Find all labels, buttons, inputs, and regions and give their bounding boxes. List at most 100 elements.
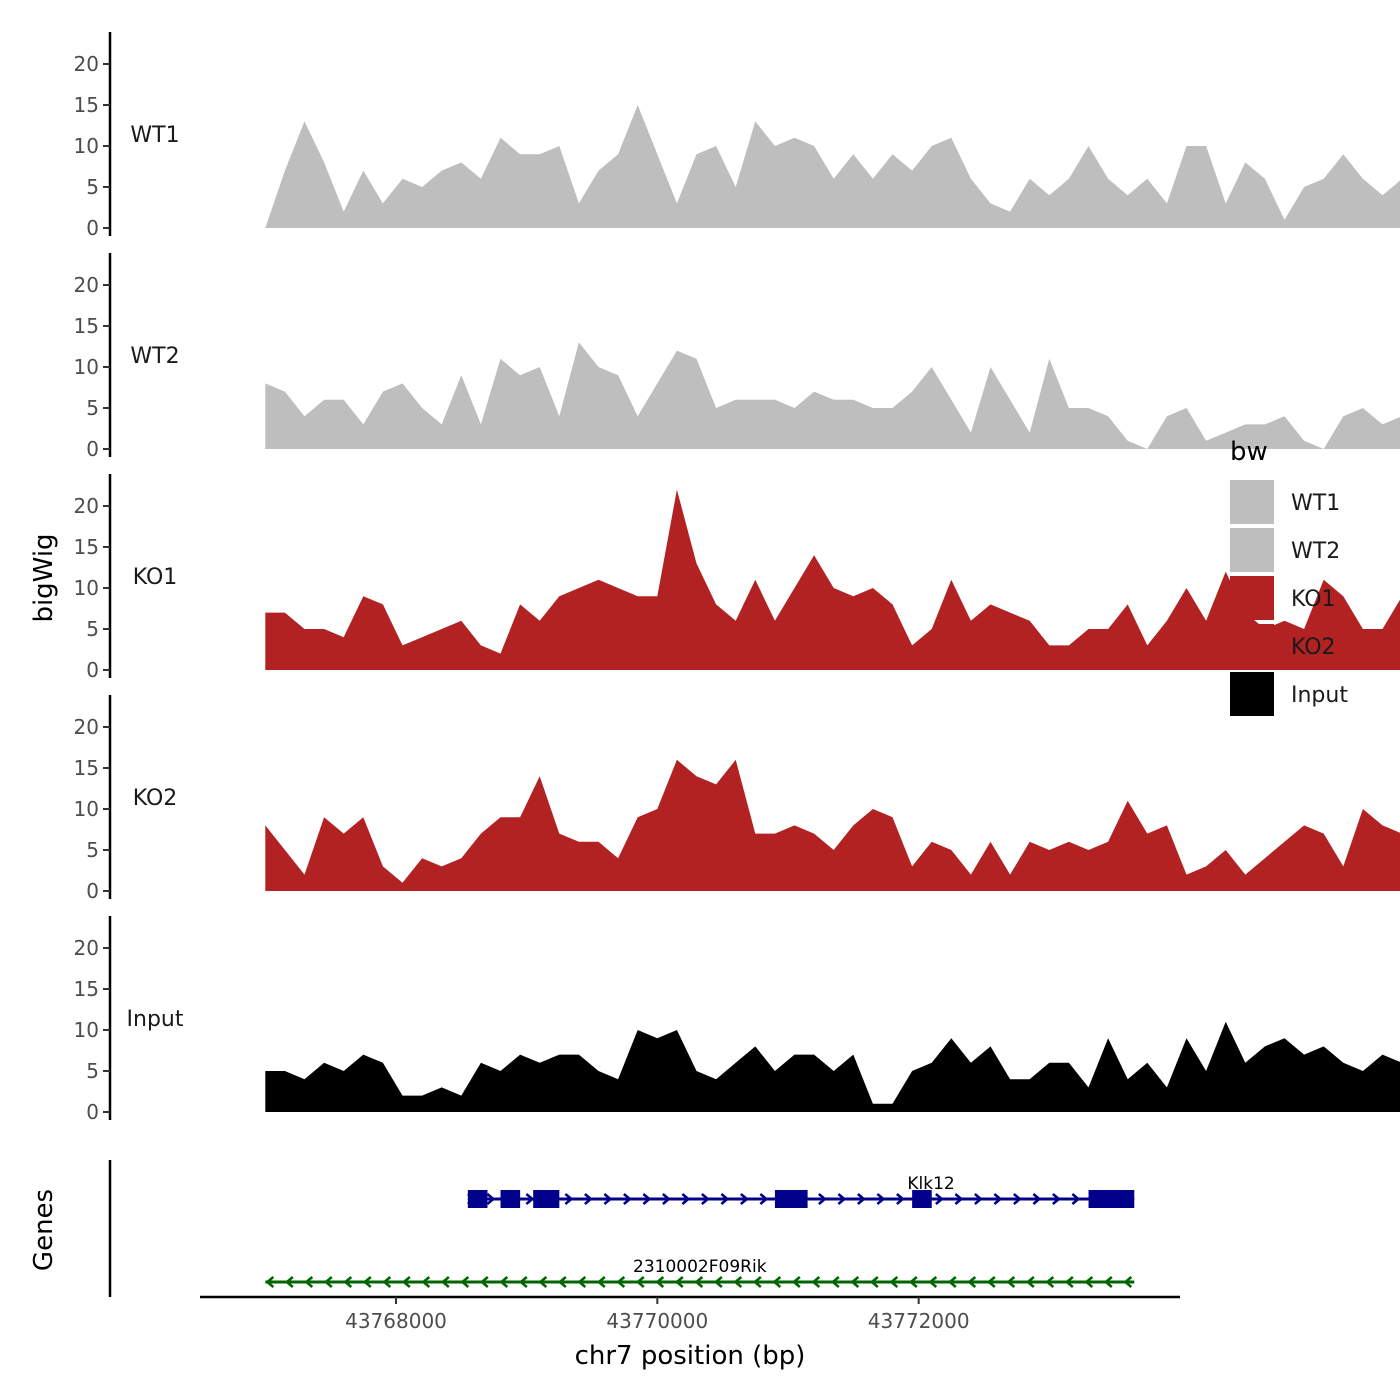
strand-arrow (752, 1276, 762, 1288)
strand-arrow (603, 1193, 613, 1205)
strand-arrow (525, 1193, 535, 1205)
strand-arrow (1123, 1276, 1133, 1288)
track-label: KO2 (133, 786, 178, 811)
gene-klk12: Klk12 (467, 1174, 1135, 1208)
strand-arrow (759, 1193, 769, 1205)
x-axis: 43768000 43770000 43772000 (200, 1295, 1180, 1333)
legend-swatch-input (1230, 672, 1274, 716)
y-tick-label: 15 (74, 756, 99, 780)
track-ko1: 0 5 10 15 20 KO1 (74, 474, 1400, 682)
strand-arrow (701, 1193, 710, 1205)
coverage-area-wt2 (265, 342, 1400, 449)
strand-arrow (440, 1276, 450, 1288)
track-label: KO1 (133, 565, 178, 590)
strand-arrow (967, 1276, 977, 1288)
track-wt1: 0 5 10 15 20 WT1 (74, 32, 1400, 240)
gene-2310002f09rik: 2310002F09Rik (265, 1257, 1135, 1288)
legend-label-ko1: KO1 (1291, 587, 1336, 612)
legend-label-wt1: WT1 (1291, 491, 1340, 516)
legend-label-ko2: KO2 (1291, 635, 1336, 660)
y-tick-label: 15 (74, 93, 99, 117)
strand-arrow (811, 1276, 821, 1288)
track-panels: 0 5 10 15 20 WT1 0 5 10 15 20 WT2 0 5 10 15 20 KO1 0 5 10 15 2… (74, 32, 1400, 1124)
strand-arrow (869, 1276, 879, 1288)
strand-arrow (681, 1193, 691, 1205)
y-tick-label: 10 (74, 134, 99, 158)
y-tick-label: 10 (74, 1018, 99, 1042)
strand-arrow (993, 1193, 1003, 1205)
y-tick-label: 20 (74, 273, 99, 297)
strand-arrow (382, 1276, 392, 1288)
track-ko2: 0 5 10 15 20 KO2 (74, 695, 1400, 903)
strand-arrow (837, 1193, 847, 1205)
strand-arrow (1006, 1276, 1016, 1288)
y-tick-label: 15 (74, 535, 99, 559)
strand-arrow (1032, 1193, 1042, 1205)
y-tick-label: 10 (74, 355, 99, 379)
strand-arrow (908, 1276, 918, 1288)
strand-arrow (818, 1193, 827, 1205)
strand-arrow (623, 1193, 632, 1205)
y-tick-label: 5 (86, 617, 99, 641)
strand-arrow (928, 1276, 938, 1288)
y-tick-label: 15 (74, 977, 99, 1001)
strand-arrow (421, 1276, 431, 1288)
y-tick-label: 20 (74, 936, 99, 960)
strand-arrow (584, 1193, 593, 1205)
exon (500, 1190, 521, 1208)
strand-arrow (460, 1276, 470, 1288)
strand-arrow (362, 1276, 372, 1288)
strand-arrow (720, 1193, 730, 1205)
gene-label: 2310002F09Rik (633, 1257, 767, 1277)
coverage-area-input (265, 1021, 1400, 1112)
y-tick-label: 0 (86, 1100, 99, 1124)
strand-arrow (954, 1193, 964, 1205)
y-axis-title: bigWig (29, 533, 59, 622)
y-tick-label: 15 (74, 314, 99, 338)
track-label: WT2 (130, 344, 179, 369)
track-label: WT1 (130, 123, 179, 148)
strand-arrow (1052, 1193, 1061, 1205)
strand-arrow (772, 1276, 782, 1288)
strand-arrow (635, 1276, 645, 1288)
coverage-area-wt1 (265, 105, 1400, 228)
legend-label-wt2: WT2 (1291, 539, 1340, 564)
gene-label: Klk12 (907, 1174, 954, 1194)
strand-arrow (1084, 1276, 1094, 1288)
y-tick-label: 0 (86, 437, 99, 461)
legend-swatch-ko2 (1230, 624, 1274, 668)
legend-swatch-ko1 (1230, 576, 1274, 620)
strand-arrow (557, 1276, 567, 1288)
strand-arrow (713, 1276, 723, 1288)
genes-axis-title: Genes (29, 1189, 59, 1271)
strand-arrow (323, 1276, 333, 1288)
strand-arrow (479, 1276, 489, 1288)
strand-arrow (935, 1193, 944, 1205)
legend-swatch-wt2 (1230, 528, 1274, 572)
legend-label-input: Input (1291, 683, 1348, 708)
y-tick-label: 0 (86, 658, 99, 682)
y-tick-label: 20 (74, 715, 99, 739)
strand-arrow (265, 1276, 275, 1288)
strand-arrow (655, 1276, 665, 1288)
y-tick-label: 20 (74, 494, 99, 518)
strand-arrow (486, 1193, 496, 1205)
strand-arrow (1103, 1276, 1113, 1288)
y-tick-label: 10 (74, 797, 99, 821)
y-tick-label: 0 (86, 879, 99, 903)
y-tick-label: 20 (74, 52, 99, 76)
track-label: Input (127, 1007, 184, 1032)
y-tick-label: 5 (86, 1059, 99, 1083)
y-tick-label: 10 (74, 576, 99, 600)
strand-arrow (518, 1276, 528, 1288)
x-tick-label: 43772000 (868, 1309, 970, 1333)
track-wt2: 0 5 10 15 20 WT2 (74, 253, 1400, 461)
strand-arrow (616, 1276, 626, 1288)
strand-arrow (740, 1193, 749, 1205)
strand-arrow (401, 1276, 411, 1288)
legend-title: bw (1230, 437, 1268, 467)
strand-arrow (694, 1276, 704, 1288)
strand-arrow (791, 1276, 801, 1288)
legend: bw WT1 WT2 KO1 KO2 Input (1230, 437, 1348, 716)
